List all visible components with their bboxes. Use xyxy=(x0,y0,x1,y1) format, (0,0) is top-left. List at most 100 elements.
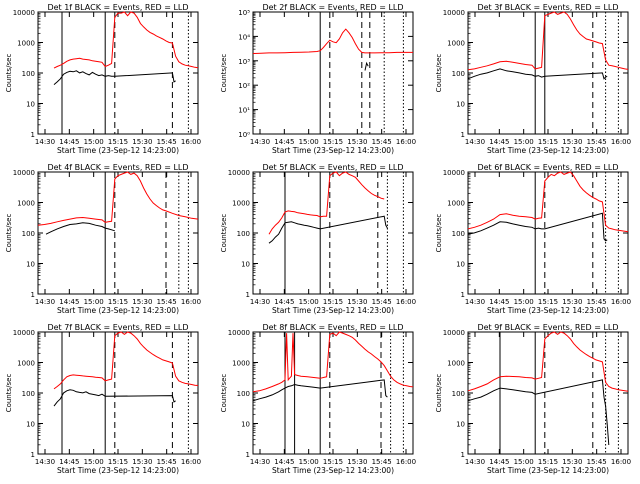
y-tick-label: 1000 xyxy=(17,360,35,368)
y-tick-label: 10000 xyxy=(443,9,465,17)
y-tick-label: 10000 xyxy=(13,329,35,337)
x-tick-label: 14:45 xyxy=(274,298,294,306)
x-tick-label: 14:30 xyxy=(35,298,55,306)
chart-title: Det 6f BLACK = Events, RED = LLD xyxy=(477,163,618,172)
chart-panel: Det 6f BLACK = Events, RED = LLD 1 10 100 10… xyxy=(435,163,631,315)
x-tick-label: 14:30 xyxy=(250,138,270,146)
x-tick-label: 15:30 xyxy=(132,298,152,306)
x-tick-label: 14:30 xyxy=(465,298,485,306)
x-tick-label: 16:00 xyxy=(611,298,631,306)
y-axis-label: Counts/sec xyxy=(5,214,13,253)
chart-title: Det 7f BLACK = Events, RED = LLD xyxy=(47,323,188,332)
x-tick-label: 14:30 xyxy=(250,298,270,306)
y-tick-label: 1 xyxy=(461,451,465,459)
series-line-events xyxy=(45,222,115,235)
x-axis-label: Start Time (23-Sep-12 14:23:00) xyxy=(487,306,609,315)
x-tick-label: 16:00 xyxy=(396,298,416,306)
x-tick-label: 15:45 xyxy=(372,298,392,306)
y-tick-label: 10000 xyxy=(13,9,35,17)
y-tick-label: 100 xyxy=(22,70,35,78)
y-tick-label: 10 xyxy=(241,421,250,429)
chart-title: Det 8f BLACK = Events, RED = LLD xyxy=(262,323,403,332)
x-tick-label: 15:30 xyxy=(562,458,582,466)
series-line-events xyxy=(467,379,610,446)
x-tick-label: 14:45 xyxy=(489,458,509,466)
x-tick-label: 14:45 xyxy=(59,458,79,466)
y-tick-label: 1 xyxy=(461,131,465,139)
y-tick-label: 10000 xyxy=(228,169,250,177)
y-tick-label: 1 xyxy=(31,131,35,139)
chart-panel: Det 3f BLACK = Events, RED = LLD 1 10 100 10… xyxy=(435,3,631,155)
y-axis-label: Counts/sec xyxy=(5,374,13,413)
x-tick-label: 14:45 xyxy=(274,458,294,466)
chart-title: Det 3f BLACK = Events, RED = LLD xyxy=(477,3,618,12)
x-tick-label: 15:30 xyxy=(347,458,367,466)
y-tick-label: 1000 xyxy=(232,360,250,368)
series-line-lld xyxy=(268,171,385,235)
x-axis-label: Start Time (23-Sep-12 14:23:00) xyxy=(57,146,179,155)
y-tick-label: 1000 xyxy=(17,200,35,208)
y-axis-label: Counts/sec xyxy=(5,54,13,93)
x-tick-label: 16:00 xyxy=(611,138,631,146)
chart-panel: Det 5f BLACK = Events, RED = LLD 1 10 100 10… xyxy=(220,163,416,315)
series-line-events xyxy=(467,68,608,80)
x-tick-label: 15:00 xyxy=(514,458,534,466)
x-tick-label: 15:00 xyxy=(299,298,319,306)
y-tick-label: 100 xyxy=(237,230,250,238)
x-tick-label: 14:30 xyxy=(35,138,55,146)
y-axis-label: Counts/sec xyxy=(435,374,443,413)
x-tick-label: 14:30 xyxy=(35,458,55,466)
series-line-lld xyxy=(37,171,199,226)
x-tick-label: 15:00 xyxy=(514,298,534,306)
y-axis-label: Counts/sec xyxy=(220,374,228,413)
x-axis-label: Start Time (23-Sep-12 14:23:00) xyxy=(57,466,179,475)
y-tick-label: 100 xyxy=(452,70,465,78)
x-tick-label: 15:15 xyxy=(323,298,343,306)
x-tick-label: 14:45 xyxy=(274,138,294,146)
y-axis-label: Counts/sec xyxy=(220,54,228,93)
x-tick-label: 15:30 xyxy=(347,138,367,146)
x-tick-label: 15:30 xyxy=(562,298,582,306)
y-axis-label: Counts/sec xyxy=(435,54,443,93)
x-axis-label: Start Time (23-Sep-12 14:23:00) xyxy=(57,306,179,315)
x-tick-label: 15:15 xyxy=(323,138,343,146)
x-tick-label: 16:00 xyxy=(611,458,631,466)
x-tick-label: 15:15 xyxy=(538,458,558,466)
x-tick-label: 14:45 xyxy=(489,138,509,146)
y-tick-label: 10¹ xyxy=(238,107,250,115)
y-tick-label: 100 xyxy=(22,230,35,238)
y-tick-label: 1 xyxy=(461,291,465,299)
x-tick-label: 15:15 xyxy=(538,138,558,146)
y-tick-label: 10⁵ xyxy=(238,9,250,17)
x-tick-label: 14:30 xyxy=(250,458,270,466)
y-tick-label: 10000 xyxy=(228,329,250,337)
x-tick-label: 15:45 xyxy=(587,138,607,146)
x-tick-label: 15:15 xyxy=(538,298,558,306)
y-tick-label: 100 xyxy=(452,390,465,398)
x-axis-label: Start Time (23-Sep-12 14:23:00) xyxy=(272,466,394,475)
plot-frame xyxy=(467,11,629,135)
y-tick-label: 10³ xyxy=(238,58,250,66)
series-line-lld xyxy=(53,11,199,69)
y-tick-label: 1000 xyxy=(447,360,465,368)
chart-panel: Det 7f BLACK = Events, RED = LLD 1 10 100 10… xyxy=(5,323,201,475)
chart-panel: Det 2f BLACK = Events, RED = LLD 10⁰ 10¹ 10… xyxy=(220,3,416,155)
y-tick-label: 1000 xyxy=(17,40,35,48)
y-tick-label: 10 xyxy=(241,261,250,269)
series-line-events xyxy=(252,379,388,402)
x-tick-label: 16:00 xyxy=(181,298,201,306)
y-tick-label: 10 xyxy=(456,101,465,109)
x-tick-label: 15:45 xyxy=(587,458,607,466)
chart-title: Det 2f BLACK = Events, RED = LLD xyxy=(262,3,403,12)
x-tick-label: 15:45 xyxy=(157,138,177,146)
x-tick-label: 14:30 xyxy=(465,458,485,466)
series-line-events xyxy=(467,212,608,242)
x-tick-label: 15:15 xyxy=(108,458,128,466)
y-tick-label: 1 xyxy=(246,291,250,299)
x-tick-label: 16:00 xyxy=(181,458,201,466)
series-line-lld xyxy=(467,331,629,392)
y-tick-label: 1000 xyxy=(447,200,465,208)
y-axis-label: Counts/sec xyxy=(220,214,228,253)
plot-frame xyxy=(252,11,414,135)
y-tick-label: 10⁴ xyxy=(238,33,250,41)
